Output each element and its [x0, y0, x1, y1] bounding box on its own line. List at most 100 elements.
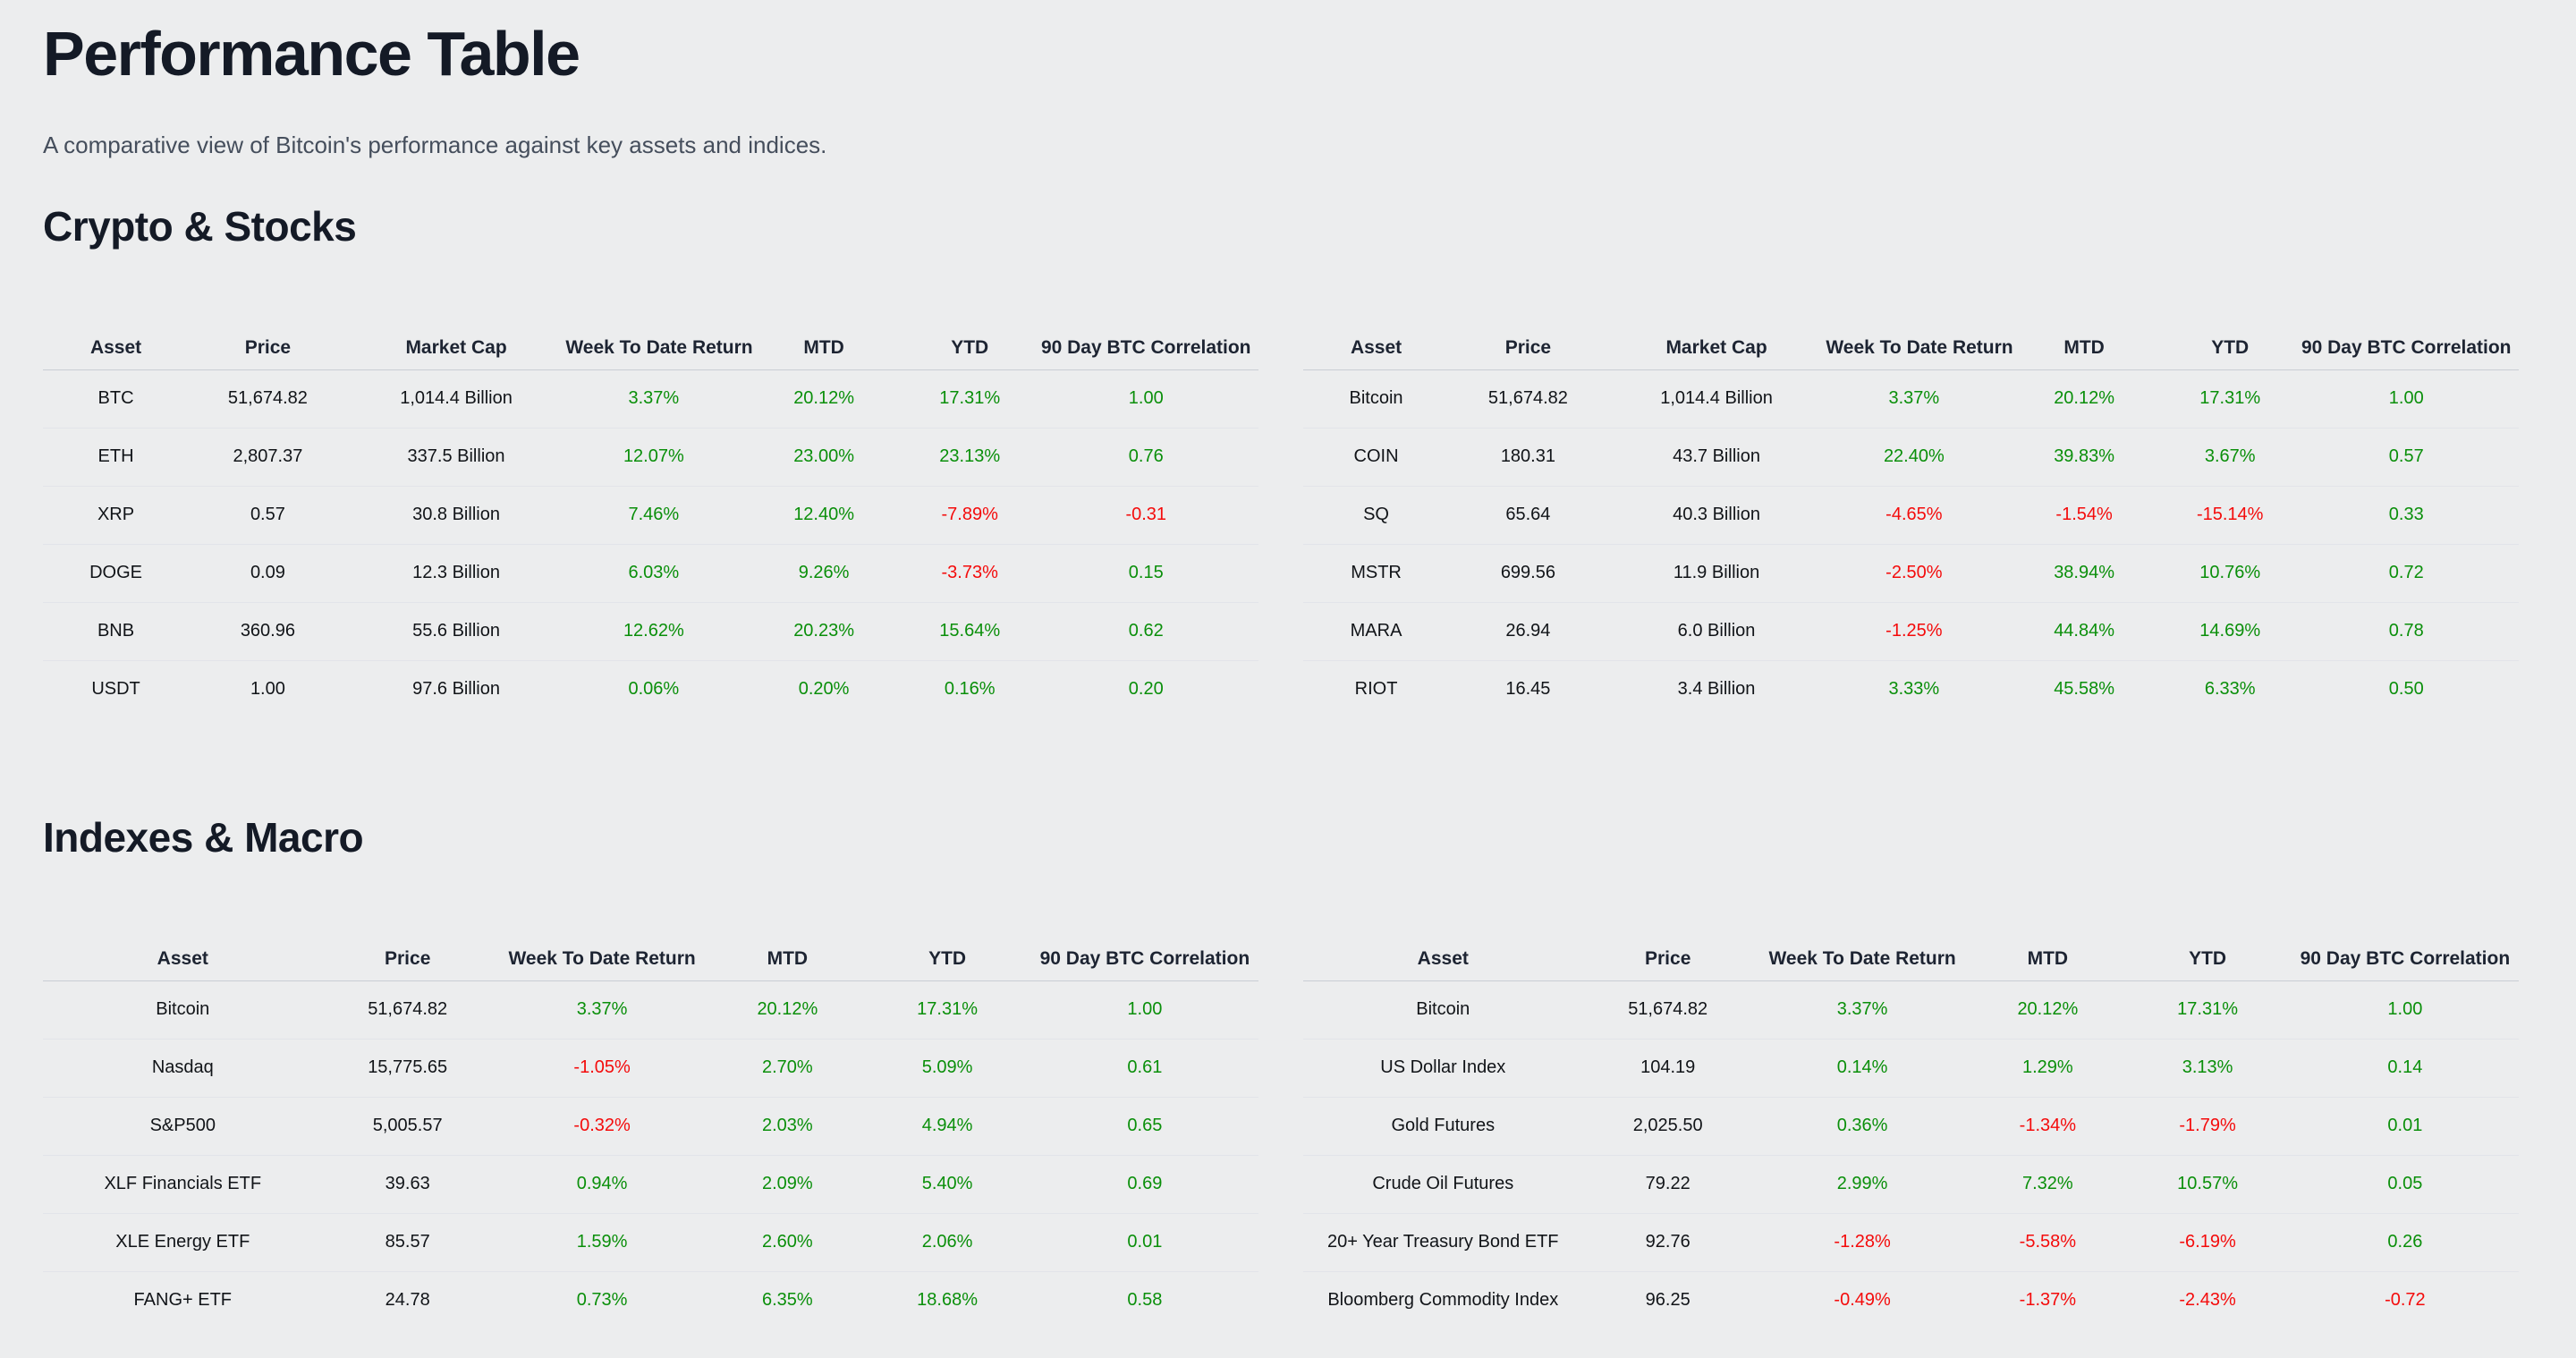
column-header: MTD	[2027, 947, 2069, 969]
cell-value: 0.01	[1127, 1232, 1163, 1252]
cell-value: 180.31	[1500, 446, 1555, 467]
cell-asset: COIN	[1353, 446, 1399, 467]
section-heading-crypto-stocks: Crypto & Stocks	[43, 202, 357, 250]
cell-value: 97.6 Billion	[412, 679, 500, 700]
cell-asset: XLE Energy ETF	[115, 1232, 250, 1252]
cell-value: 0.94%	[576, 1174, 628, 1194]
cell-value: 3.37%	[576, 999, 628, 1020]
cell-value: 0.16%	[944, 679, 996, 700]
cell-value: 2.60%	[762, 1232, 813, 1252]
tables-row-crypto-stocks: Asset Price Market Cap Week To Date Return M…	[43, 327, 2533, 718]
cell-asset: USDT	[91, 679, 140, 700]
cell-asset: SQ	[1363, 505, 1389, 525]
cell-value: 0.14%	[1836, 1057, 1888, 1078]
cell-asset: ETH	[97, 446, 134, 467]
cell-asset: S&P500	[149, 1116, 216, 1136]
cell-value: -4.65%	[1885, 505, 1943, 525]
table-row: XLF Financials ETF 39.63 0.94% 2.09% 5.40% 0.…	[43, 1156, 1258, 1214]
cell-asset: Bitcoin	[1416, 999, 1470, 1020]
cell-value: 7.46%	[628, 505, 680, 525]
cell-asset: XLF Financials ETF	[104, 1174, 262, 1194]
cell-value: 51,674.82	[1628, 999, 1708, 1020]
cell-value: 30.8 Billion	[412, 505, 500, 525]
table-row: S&P500 5,005.57 -0.32% 2.03% 4.94% 0.65	[43, 1098, 1258, 1156]
table-row: FANG+ ETF 24.78 0.73% 6.35% 18.68% 0.58	[43, 1272, 1258, 1329]
cell-asset: Gold Futures	[1391, 1116, 1496, 1136]
cell-value: 43.7 Billion	[1673, 446, 1760, 467]
cell-value: 51,674.82	[1487, 388, 1568, 409]
cell-value: 699.56	[1500, 563, 1555, 583]
cell-value: 1.29%	[2022, 1057, 2073, 1078]
cell-value: 14.69%	[2199, 621, 2261, 641]
cell-value: -2.43%	[2179, 1290, 2236, 1311]
cell-value: 0.14	[2387, 1057, 2423, 1078]
cell-asset: US Dollar Index	[1380, 1057, 1506, 1078]
column-header: Week To Date Return	[1826, 336, 2013, 358]
cell-value: 23.00%	[793, 446, 855, 467]
cell-value: 23.13%	[939, 446, 1001, 467]
cell-value: 0.72	[2388, 563, 2424, 583]
cell-value: -5.58%	[2019, 1232, 2077, 1252]
cell-value: 0.69	[1127, 1174, 1163, 1194]
cell-value: 4.94%	[921, 1116, 973, 1136]
cell-value: 17.31%	[2199, 388, 2261, 409]
cell-asset: 20+ Year Treasury Bond ETF	[1327, 1232, 1559, 1252]
section-heading-indexes-macro: Indexes & Macro	[43, 813, 364, 861]
cell-value: 1.00	[2387, 999, 2423, 1020]
cell-value: 24.78	[385, 1290, 430, 1311]
column-header: Asset	[1417, 947, 1469, 969]
column-header: 90 Day BTC Correlation	[2301, 336, 2512, 358]
column-header: Price	[1504, 336, 1552, 358]
tables-row-indexes-macro: Asset Price Week To Date Return MTD YTD 90 Da…	[43, 938, 2533, 1329]
cell-value: -2.50%	[1885, 563, 1943, 583]
cell-asset: FANG+ ETF	[133, 1290, 233, 1311]
cell-value: -0.31	[1125, 505, 1167, 525]
cell-asset: MARA	[1350, 621, 1402, 641]
cell-value: 7.32%	[2022, 1174, 2073, 1194]
cell-value: -1.79%	[2179, 1116, 2236, 1136]
cell-value: 10.76%	[2199, 563, 2261, 583]
table-row: SQ 65.64 40.3 Billion -4.65% -1.54% -15.14% 0.…	[1303, 487, 2519, 545]
table-header-row: Asset Price Week To Date Return MTD YTD 90 Da…	[1303, 938, 2519, 981]
column-header: Asset	[89, 336, 142, 358]
column-header: 90 Day BTC Correlation	[2300, 947, 2511, 969]
table-row: Bitcoin 51,674.82 3.37% 20.12% 17.31% 1.00	[43, 981, 1258, 1040]
cell-value: 15.64%	[939, 621, 1001, 641]
cell-value: 2.99%	[1836, 1174, 1888, 1194]
cell-value: -1.25%	[1885, 621, 1943, 641]
cell-value: -1.34%	[2019, 1116, 2077, 1136]
column-header: Price	[244, 336, 292, 358]
table-header-row: Asset Price Market Cap Week To Date Return M…	[1303, 327, 2519, 370]
cell-value: 0.50	[2388, 679, 2424, 700]
cell-value: 1.00	[1128, 388, 1164, 409]
cell-value: 44.84%	[2054, 621, 2115, 641]
cell-asset: DOGE	[89, 563, 142, 583]
cell-value: 3.37%	[1888, 388, 1940, 409]
table-row: BTC 51,674.82 1,014.4 Billion 3.37% 20.12% 17…	[43, 370, 1258, 429]
cell-value: 12.07%	[623, 446, 684, 467]
cell-value: 2,025.50	[1632, 1116, 1703, 1136]
column-header: Asset	[157, 947, 208, 969]
performance-table: Asset Price Market Cap Week To Date Return M…	[1303, 327, 2519, 718]
cell-value: 9.26%	[798, 563, 850, 583]
column-header: YTD	[951, 336, 989, 358]
cell-value: 360.96	[240, 621, 295, 641]
cell-value: 0.15	[1128, 563, 1164, 583]
cell-value: 17.31%	[2177, 999, 2238, 1020]
table-row: Gold Futures 2,025.50 0.36% -1.34% -1.79% 0.0…	[1303, 1098, 2519, 1156]
cell-value: 6.0 Billion	[1677, 621, 1756, 641]
cell-value: 18.68%	[917, 1290, 978, 1311]
cell-value: 3.13%	[2182, 1057, 2233, 1078]
cell-value: 1,014.4 Billion	[1660, 388, 1773, 409]
cell-value: 5,005.57	[372, 1116, 443, 1136]
cell-value: 337.5 Billion	[407, 446, 505, 467]
column-header: MTD	[2063, 336, 2105, 358]
column-header: YTD	[2211, 336, 2250, 358]
cell-value: 20.12%	[2017, 999, 2079, 1020]
performance-table: Asset Price Market Cap Week To Date Return M…	[43, 327, 1258, 718]
cell-value: -3.73%	[941, 563, 998, 583]
table-header-row: Asset Price Week To Date Return MTD YTD 90 Da…	[43, 938, 1258, 981]
cell-value: 20.23%	[793, 621, 855, 641]
column-header: Market Cap	[405, 336, 507, 358]
cell-value: 20.12%	[2054, 388, 2115, 409]
